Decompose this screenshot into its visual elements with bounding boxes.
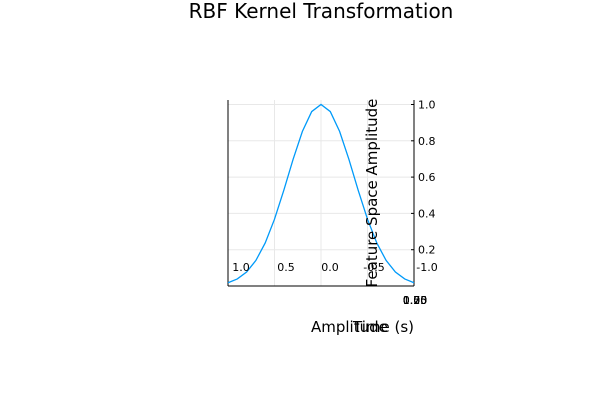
y-tick-label-0: 0.2	[418, 244, 436, 257]
x-tick-label-mirrored-3: -0.5	[363, 261, 384, 274]
grid	[228, 100, 414, 286]
y-tick-label-2: 0.6	[418, 171, 436, 184]
x-tick-label-overlapped-4: 1.00	[403, 294, 428, 307]
y-tick-labels: 0.2 0.4 0.6 0.8 1.0	[411, 99, 436, 257]
x-tick-label-overlapped-0: 0.00	[403, 294, 428, 307]
x-tick-label-overlapped-2: 0.50	[403, 294, 428, 307]
y-axis-label: Feature Space Amplitude	[363, 99, 381, 288]
x-tick-labels-overlapped: 0.000.250.500.751.00	[403, 294, 428, 307]
x-tick-labels-mirrored: 1.0 0.5 0.0 -0.5 -1.0	[232, 261, 437, 274]
x-axis-label-amplitude: Amplitude	[311, 318, 388, 336]
x-tick-label-mirrored-1: 0.5	[277, 261, 295, 274]
y-tick-label-3: 0.8	[418, 135, 436, 148]
x-tick-label-overlapped-3: 0.75	[403, 294, 428, 307]
y-tick-label-4: 1.0	[418, 99, 436, 112]
x-tick-label-mirrored-4: -1.0	[416, 261, 437, 274]
x-tick-label-mirrored-2: 0.0	[321, 261, 339, 274]
series-line-0	[227, 103, 415, 284]
chart-title: RBF Kernel Transformation	[189, 0, 454, 23]
x-axis-label-time: Time (s)	[352, 318, 414, 336]
x-tick-label-mirrored-0: 1.0	[232, 261, 250, 274]
x-tick-label-overlapped-1: 0.25	[403, 294, 428, 307]
y-tick-label-1: 0.4	[418, 207, 436, 220]
